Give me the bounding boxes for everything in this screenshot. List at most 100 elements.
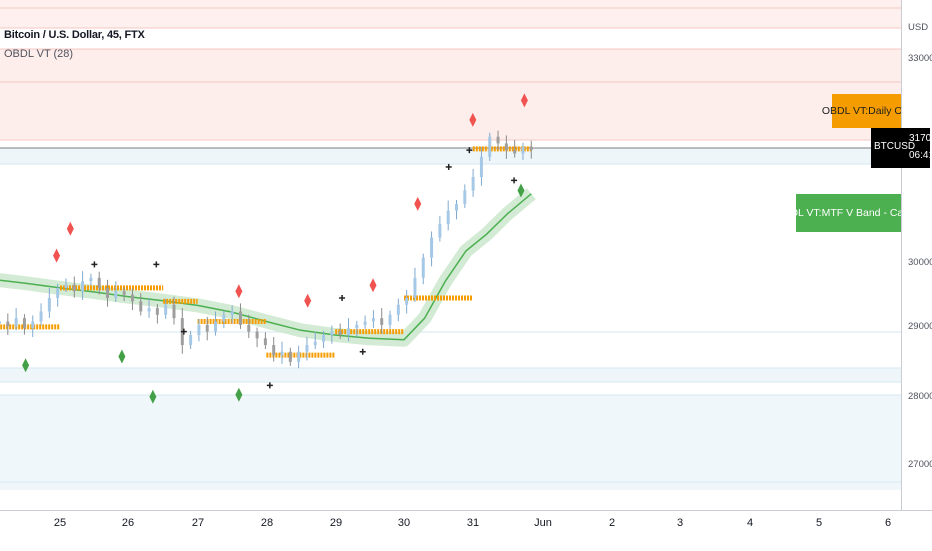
support-zone [0, 368, 901, 382]
candle-body [272, 345, 276, 356]
candle-body [122, 291, 126, 295]
candle-body [388, 314, 392, 325]
candle-body [330, 331, 334, 335]
price-tick: 33000 [908, 53, 932, 64]
time-tick: 30 [397, 517, 411, 529]
chart-canvas[interactable]: Bitcoin / U.S. Dollar, 45, FTX OBDL VT (… [0, 0, 901, 510]
candle-body [31, 321, 35, 329]
candle-body [513, 150, 517, 154]
price-axis[interactable]: USD 33000 30000 29000 28000 27000 [901, 0, 932, 510]
price-tick: 28000 [908, 391, 932, 402]
candle-body [446, 210, 450, 225]
sell-signal-marker [520, 93, 528, 108]
sell-signal-marker [304, 293, 312, 308]
currency-label: USD [908, 22, 929, 33]
candle-body [205, 324, 209, 332]
support-zone [0, 148, 901, 164]
candle-body [0, 321, 2, 324]
candle-body [230, 311, 234, 315]
candle-body [6, 321, 10, 327]
candle-body [147, 308, 151, 312]
time-tick: 31 [466, 517, 480, 529]
buy-signal-marker [235, 387, 243, 402]
candle-body [247, 324, 251, 332]
sell-signal-marker [66, 221, 74, 236]
candle-body [56, 287, 60, 298]
candle-body [396, 304, 400, 315]
support-zone [0, 395, 901, 490]
resistance-zone [0, 0, 901, 28]
last-price-tag: BTCUSD 31703 06:41 [871, 128, 932, 168]
time-tick: 5 [815, 517, 823, 529]
candle-body [47, 298, 51, 312]
candle-body [479, 156, 483, 178]
sell-signal-marker [414, 196, 422, 211]
vband-glow [0, 188, 536, 347]
sell-signal-marker [369, 278, 377, 293]
candle-body [313, 341, 317, 346]
time-tick: 6 [884, 517, 892, 529]
candle-body [155, 308, 159, 315]
candle-body [463, 190, 467, 204]
indicator-legend[interactable]: OBDL VT (28) [4, 48, 74, 60]
daily-open-label: OBDL VT:Daily Open [822, 94, 901, 128]
candle-body [355, 324, 359, 329]
resistance-zone [0, 49, 901, 140]
buy-signal-marker [517, 183, 525, 198]
candle-body [280, 351, 284, 356]
buy-signal-marker [118, 349, 126, 364]
candle-body [438, 224, 442, 238]
candle-body [130, 294, 134, 302]
candle-body [529, 146, 533, 150]
candle-body [14, 318, 18, 327]
time-tick: 3 [676, 517, 684, 529]
candle-body [222, 314, 226, 322]
time-tick: 26 [121, 517, 135, 529]
sell-signal-marker [235, 284, 243, 299]
candle-body [338, 331, 342, 335]
time-tick: 25 [53, 517, 67, 529]
candle-body [297, 351, 301, 362]
candle-body [496, 136, 500, 144]
time-axis[interactable]: 25 26 27 28 29 30 31 Jun 2 3 4 5 6 [0, 510, 932, 551]
candle-body [504, 143, 508, 151]
candle-body [64, 284, 68, 288]
candle-body [288, 351, 292, 362]
candle-body [454, 203, 458, 211]
buy-signal-marker [149, 389, 157, 404]
candle-body [380, 318, 384, 325]
candle-body [189, 334, 193, 346]
candle-body [172, 304, 176, 319]
vband-label: OBDL VT:MTF V Band - Can Use [775, 194, 901, 232]
candle-body [114, 291, 118, 298]
candle-body [363, 321, 367, 325]
candle-body [421, 257, 425, 278]
candle-body [81, 281, 85, 292]
candle-body [430, 237, 434, 258]
price-tick: 27000 [908, 459, 932, 470]
candle-body [164, 304, 168, 315]
vband-line [0, 193, 532, 341]
candle-body [72, 284, 76, 292]
candle-body [488, 136, 492, 157]
candle-body [263, 338, 267, 346]
time-tick: 29 [329, 517, 343, 529]
symbol-title[interactable]: Bitcoin / U.S. Dollar, 45, FTX [4, 29, 145, 41]
candle-body [471, 177, 475, 191]
candle-body [139, 301, 143, 312]
last-price-value: 31703 [909, 133, 932, 144]
candle-body [521, 146, 525, 154]
time-tick: Jun [534, 517, 552, 529]
price-tick: 30000 [908, 257, 932, 268]
candle-body [22, 318, 26, 329]
candle-body [305, 345, 309, 352]
candle-body [346, 328, 350, 335]
sell-signal-marker [53, 248, 61, 263]
candle-body [371, 318, 375, 322]
candle-body [197, 324, 201, 335]
sell-signal-marker [469, 112, 477, 127]
time-tick: 27 [191, 517, 205, 529]
candle-body [97, 277, 101, 288]
price-chart[interactable] [0, 0, 901, 510]
candle-body [322, 334, 326, 342]
